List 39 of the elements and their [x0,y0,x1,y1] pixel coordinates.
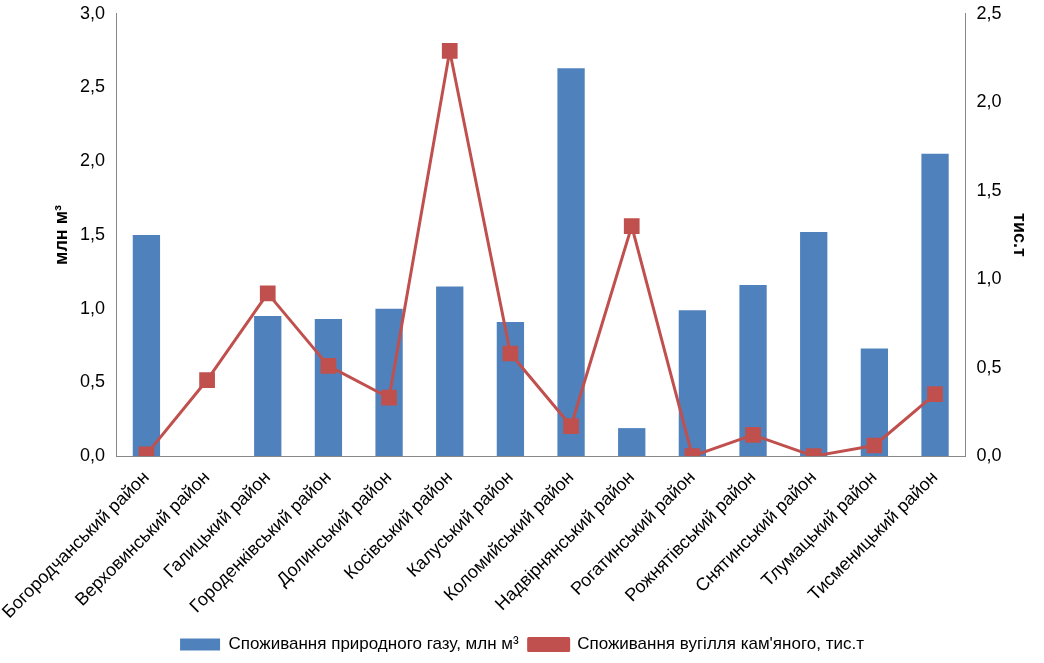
y-tick-label: 1,5 [80,223,106,244]
bar [800,232,828,457]
bar [436,286,464,457]
point [563,418,579,434]
y-tick-label: 3,0 [80,2,106,23]
bar [739,285,767,457]
y2-tick-label: 2,5 [976,2,1002,23]
bar [132,234,161,457]
point [320,358,337,374]
legend-label: Споживання природного газу, млн м³ [228,634,519,654]
bar [678,310,707,457]
y-tick-label: 0,5 [80,371,106,392]
point [745,427,761,443]
bar [618,428,646,457]
point [927,386,943,403]
y2-tick-label: 2,0 [976,91,1002,112]
y-axis-title: млн м³ [51,204,72,265]
y2-axis-title: тис.т [1010,213,1031,257]
point [199,372,215,388]
point [866,437,883,454]
bar [921,153,949,457]
y-tick-label: 1,0 [80,297,106,318]
y2-tick-label: 0,0 [976,445,1002,466]
bar [557,68,585,457]
point [381,389,397,406]
y2-tick-label: 0,5 [976,356,1002,377]
legend-label: Споживання вугілля кам'яного, тис.т [577,634,865,654]
bar [254,316,282,457]
point [441,43,458,59]
point [259,285,276,302]
bar [860,348,889,457]
y-tick-label: 0,0 [80,445,106,466]
y2-tick-label: 1,5 [976,179,1002,200]
y2-tick-label: 1,0 [976,268,1002,289]
point [623,218,640,234]
y-tick-label: 2,0 [80,150,106,171]
y-tick-label: 2,5 [80,76,106,97]
bar [314,319,343,457]
point [502,345,519,362]
